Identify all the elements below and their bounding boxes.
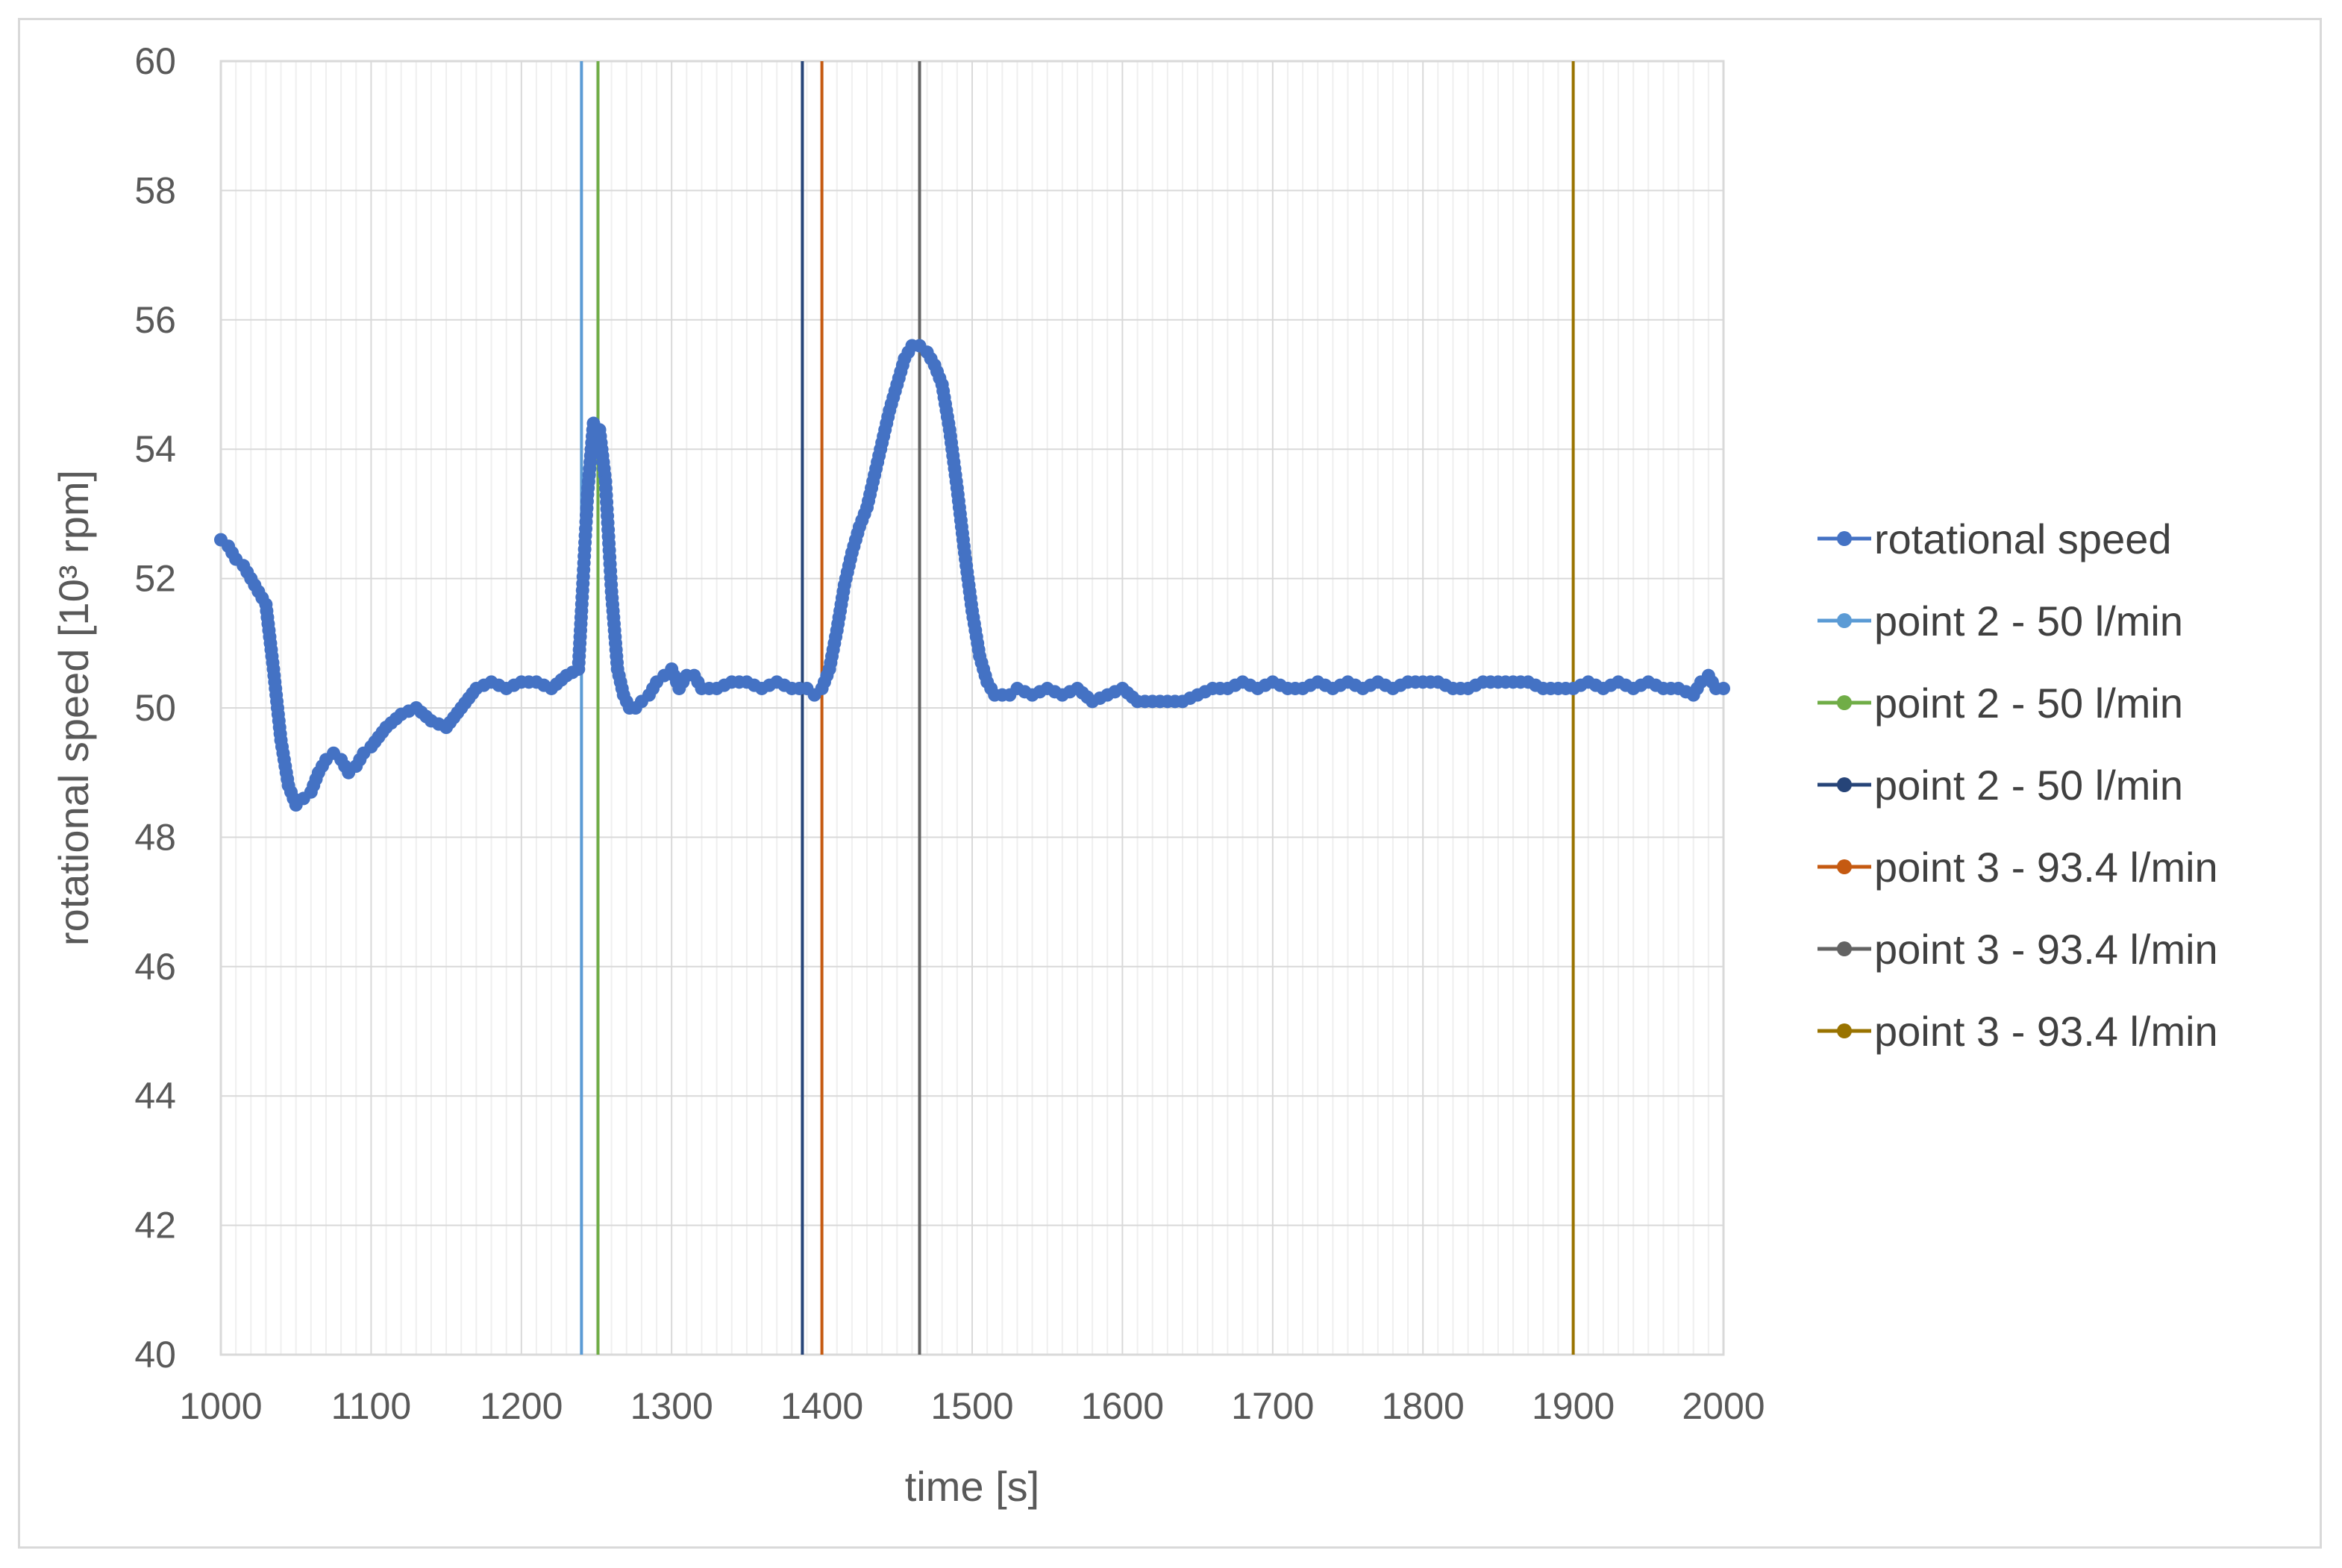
x-tick-label: 1200 [480,1385,563,1427]
marker-lines [580,61,1575,1355]
y-tick-label: 56 [134,299,176,341]
legend-item: point 3 - 93.4 l/min [1817,844,2218,891]
rotational-speed-series [214,339,1730,812]
data-point [1717,681,1730,695]
legend-label: point 2 - 50 l/min [1874,680,2183,727]
legend-label: point 3 - 93.4 l/min [1874,1008,2218,1055]
y-tick-label: 60 [134,40,176,82]
legend-swatch-marker [1837,859,1852,874]
x-axis-title: time [s] [905,1463,1039,1510]
x-tick-label: 1700 [1231,1385,1314,1427]
legend: rotational speed point 2 - 50 l/min point … [1817,515,2218,1055]
x-tick-label: 1000 [179,1385,262,1427]
legend-swatch-marker [1837,531,1852,546]
legend-item: point 2 - 50 l/min [1817,762,2183,809]
legend-swatch-marker [1837,1023,1852,1038]
legend-label: point 3 - 93.4 l/min [1874,926,2218,973]
plot-area-border [219,60,1725,1356]
x-tick-label: 1400 [780,1385,863,1427]
y-tick-label: 54 [134,428,176,470]
legend-swatch-marker [1837,613,1852,628]
x-tick-label: 1500 [930,1385,1013,1427]
y-tick-label: 52 [134,558,176,600]
legend-swatch-marker [1837,695,1852,710]
legend-label: rotational speed [1874,515,2172,562]
x-tick-label: 1100 [331,1385,412,1427]
legend-label: point 3 - 93.4 l/min [1874,844,2218,891]
y-axis-tick-labels: 40 42 44 46 48 50 52 54 56 58 60 [134,40,176,1376]
y-tick-label: 40 [134,1334,176,1376]
legend-swatch-marker [1837,777,1852,792]
legend-item: point 2 - 50 l/min [1817,680,2183,727]
legend-item: point 3 - 93.4 l/min [1817,926,2218,973]
x-tick-label: 2000 [1682,1385,1765,1427]
legend-label: point 2 - 50 l/min [1874,762,2183,809]
y-tick-label: 44 [134,1075,176,1117]
legend-item: rotational speed [1817,515,2172,562]
x-tick-label: 1600 [1081,1385,1164,1427]
x-tick-label: 1300 [630,1385,713,1427]
y-tick-label: 50 [134,687,176,729]
y-tick-label: 42 [134,1205,176,1246]
legend-label: point 2 - 50 l/min [1874,598,2183,645]
y-axis-title: rotational speed [10³ rpm] [50,470,97,946]
x-tick-label: 1800 [1382,1385,1465,1427]
legend-item: point 3 - 93.4 l/min [1817,1008,2218,1055]
legend-item: point 2 - 50 l/min [1817,598,2183,645]
y-tick-label: 46 [134,946,176,988]
y-tick-label: 58 [134,169,176,211]
legend-swatch-marker [1837,941,1852,956]
y-tick-label: 48 [134,816,176,858]
x-tick-label: 1900 [1532,1385,1615,1427]
x-axis-tick-labels: 1000 1100 1200 1300 1400 1500 1600 1700 1800 1900… [179,1385,1765,1427]
